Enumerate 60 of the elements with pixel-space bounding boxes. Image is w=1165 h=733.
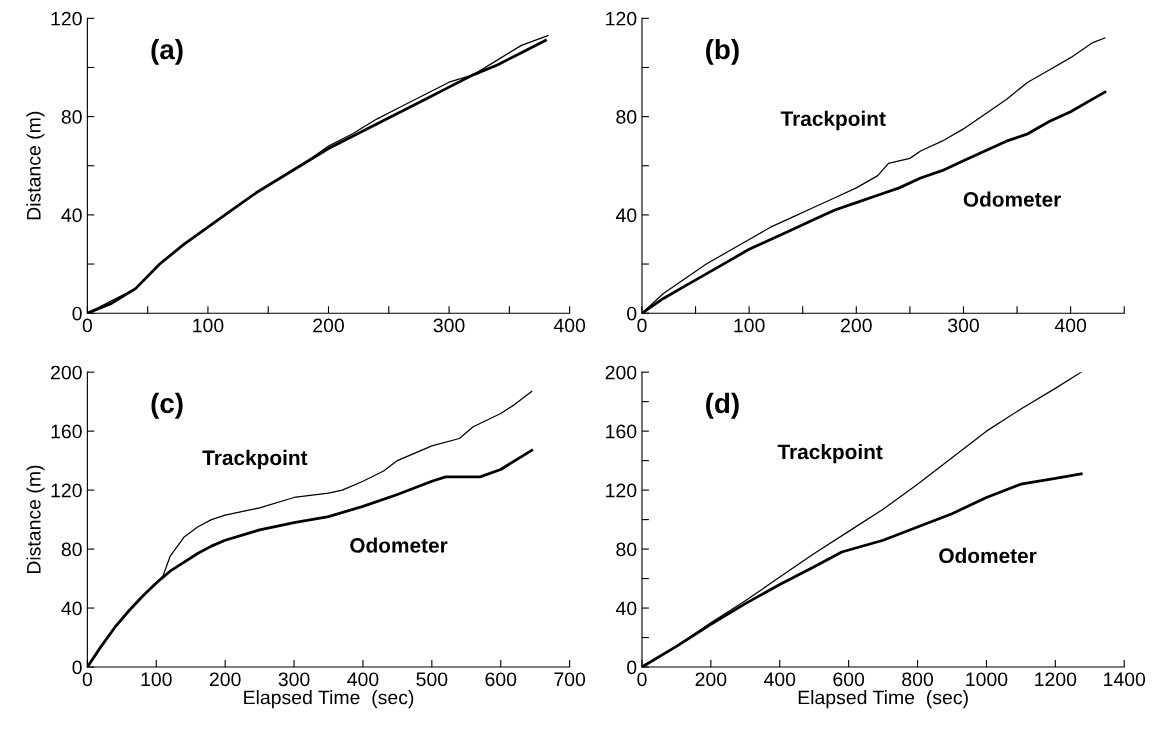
x-tick-label: 600 [833,672,865,687]
series-label: Trackpoint [777,443,883,464]
x-tick-label: 100 [734,318,765,333]
y-axis-title: Distance (m) [26,465,45,574]
y-tick-label: 160 [606,424,637,439]
text: (a) [151,38,183,65]
x-tick-label: 1000 [966,672,1008,687]
y-tick-label: 40 [61,601,82,616]
x-tick-label: 200 [841,318,872,333]
x-tick-label: 300 [278,672,310,687]
x-axis-title: Elapsed Time (sec) [244,690,414,709]
x-tick-label: 0 [82,672,93,687]
y-tick-label: 80 [61,110,82,124]
y-tick-label: 120 [606,483,637,498]
y-tick-label: 80 [616,110,637,124]
text: (b) [706,38,739,65]
text: (d) [706,392,739,419]
x-tick-label: 800 [902,672,934,687]
series-label: Odometer [350,537,448,553]
series-label: Odometer [963,191,1061,207]
y-tick-label: 40 [615,208,637,223]
x-tick-label: 0 [637,672,647,687]
y-tick-label: 0 [72,660,82,675]
x-tick-label: 100 [141,672,172,687]
text: (c) [151,392,183,419]
y-tick-label: 120 [51,11,82,26]
x-tick-label: 300 [433,318,465,333]
x-tick-label: 0 [637,318,647,333]
x-tick-label: 300 [947,318,979,333]
x-tick-label: 500 [416,672,448,687]
y-tick-label: 40 [615,601,637,616]
x-tick-label: 400 [347,672,379,687]
y-tick-label: 0 [627,306,637,321]
y-axis-title: Distance (m) [26,111,45,220]
y-tick-label: 160 [51,424,82,439]
y-tick-label: 200 [51,365,82,380]
x-tick-label: 200 [695,672,727,687]
x-tick-label: 200 [313,318,344,333]
x-tick-label: 400 [1054,318,1087,333]
x-tick-label: 600 [485,672,517,687]
y-tick-label: 0 [627,660,637,675]
x-tick-label: 700 [554,672,586,687]
y-tick-label: 40 [61,208,82,223]
x-tick-label: 400 [763,672,796,687]
x-tick-label: 100 [193,318,224,333]
x-tick-label: 1400 [1104,672,1146,687]
x-axis-title: Elapsed Time (sec) [798,690,968,709]
x-tick-label: 200 [209,672,241,687]
y-tick-label: 80 [61,542,82,557]
y-tick-label: 120 [606,11,637,26]
y-tick-label: 200 [605,365,637,380]
y-tick-label: 80 [616,542,637,557]
series-label: Odometer [939,547,1037,564]
x-tick-label: 400 [553,318,586,333]
series-label: Trackpoint [202,449,308,470]
series-label: Trackpoint [780,110,886,131]
x-tick-label: 0 [82,318,93,333]
y-tick-label: 120 [51,483,82,498]
x-tick-label: 1200 [1035,672,1077,687]
y-tick-label: 0 [72,306,82,321]
